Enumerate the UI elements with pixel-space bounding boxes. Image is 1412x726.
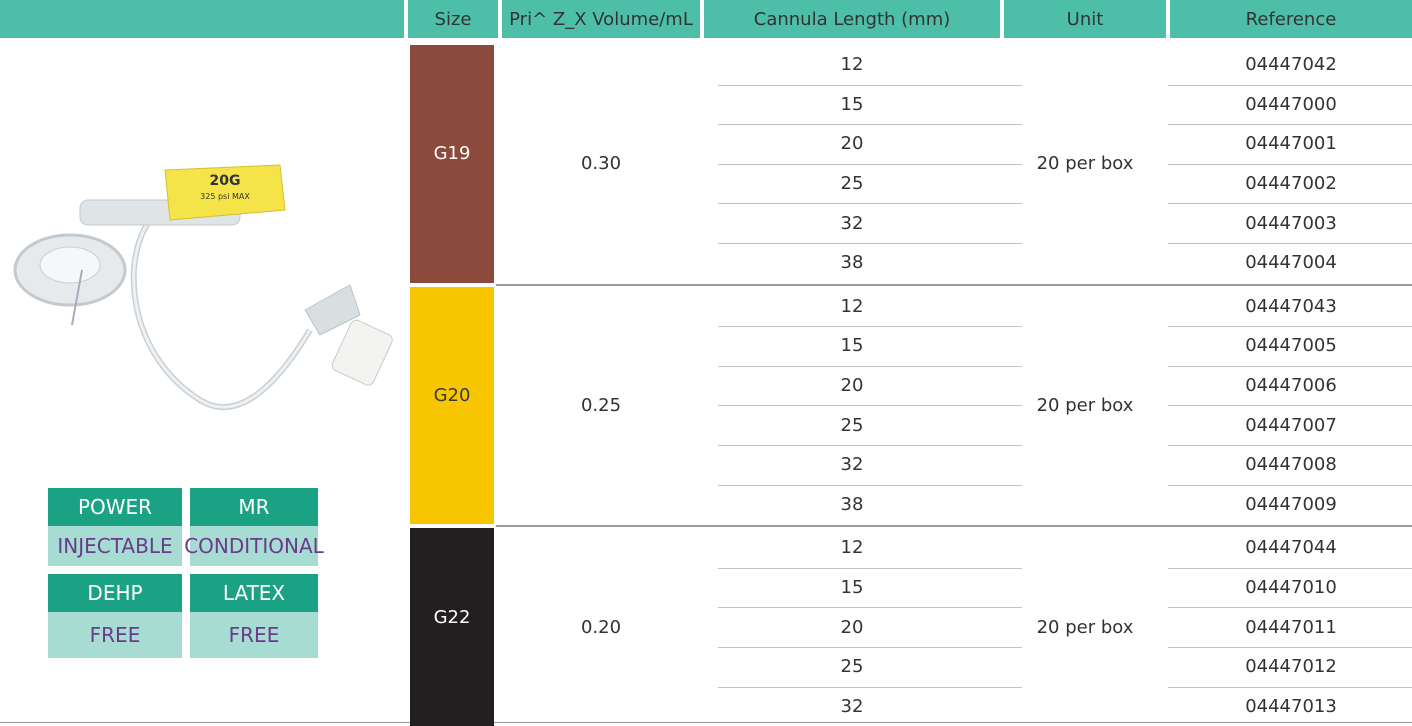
- length-cell: 32: [704, 445, 1000, 485]
- badge-top: MR: [190, 488, 318, 526]
- header-blank: [0, 0, 404, 38]
- reference-cell: 04447001: [1170, 124, 1412, 164]
- device-pressure: 325 psi MAX: [200, 192, 250, 201]
- reference-cell: 04447005: [1170, 326, 1412, 366]
- size-cell: G22: [410, 528, 494, 726]
- group-separator: [496, 525, 1412, 527]
- badge-top: POWER: [48, 488, 182, 526]
- length-cell: 12: [704, 528, 1000, 568]
- reference-cell: 04447012: [1170, 647, 1412, 687]
- length-cell: 12: [704, 45, 1000, 85]
- length-cell: 15: [704, 326, 1000, 366]
- bottom-line: [0, 722, 410, 723]
- badge-bottom: FREE: [48, 612, 182, 658]
- bottom-line: [494, 722, 1412, 723]
- size-cell: G19: [410, 45, 494, 283]
- length-cell: 32: [704, 687, 1000, 726]
- reference-cell: 04447004: [1170, 243, 1412, 283]
- header-cell: Unit: [1004, 0, 1166, 38]
- length-cell: 20: [704, 124, 1000, 164]
- unit-cell: 20 per box: [1004, 45, 1166, 283]
- device-gauge: 20G: [210, 173, 241, 189]
- header-cell: Reference: [1170, 0, 1412, 38]
- length-cell: 25: [704, 647, 1000, 687]
- volume-cell: 0.20: [502, 528, 700, 726]
- length-cell: 25: [704, 405, 1000, 445]
- header-cell: Cannula Length (mm): [704, 0, 1000, 38]
- length-cell: 38: [704, 485, 1000, 525]
- unit-cell: 20 per box: [1004, 287, 1166, 525]
- reference-cell: 04447042: [1170, 45, 1412, 85]
- length-cell: 20: [704, 607, 1000, 647]
- reference-cell: 04447044: [1170, 528, 1412, 568]
- length-cell: 25: [704, 164, 1000, 204]
- reference-cell: 04447013: [1170, 687, 1412, 726]
- badge-bottom: CONDITIONAL: [190, 526, 318, 566]
- reference-cell: 04447009: [1170, 485, 1412, 525]
- reference-cell: 04447043: [1170, 287, 1412, 327]
- length-cell: 15: [704, 568, 1000, 608]
- reference-cell: 04447008: [1170, 445, 1412, 485]
- length-cell: 15: [704, 85, 1000, 125]
- group-separator: [496, 284, 1412, 286]
- volume-cell: 0.25: [502, 287, 700, 525]
- reference-cell: 04447010: [1170, 568, 1412, 608]
- badge-top: DEHP: [48, 574, 182, 612]
- length-cell: 12: [704, 287, 1000, 327]
- header-cell: Pri^ Z_X Volume/mL: [502, 0, 700, 38]
- badge-top: LATEX: [190, 574, 318, 612]
- header-cell: Size: [408, 0, 498, 38]
- badge-bottom: INJECTABLE: [48, 526, 182, 566]
- length-cell: 20: [704, 366, 1000, 406]
- product-table: 20G 325 psi MAX SizePri^ Z_X Volume/mLCa…: [0, 0, 1412, 726]
- reference-cell: 04447006: [1170, 366, 1412, 406]
- reference-cell: 04447002: [1170, 164, 1412, 204]
- badge-bottom: FREE: [190, 612, 318, 658]
- device-image: 20G 325 psi MAX: [10, 150, 410, 450]
- reference-cell: 04447003: [1170, 203, 1412, 243]
- reference-cell: 04447007: [1170, 405, 1412, 445]
- length-cell: 38: [704, 243, 1000, 283]
- size-cell: G20: [410, 287, 494, 525]
- reference-cell: 04447000: [1170, 85, 1412, 125]
- length-cell: 32: [704, 203, 1000, 243]
- unit-cell: 20 per box: [1004, 528, 1166, 726]
- reference-cell: 04447011: [1170, 607, 1412, 647]
- device-drawing: 20G 325 psi MAX: [10, 150, 410, 450]
- volume-cell: 0.30: [502, 45, 700, 283]
